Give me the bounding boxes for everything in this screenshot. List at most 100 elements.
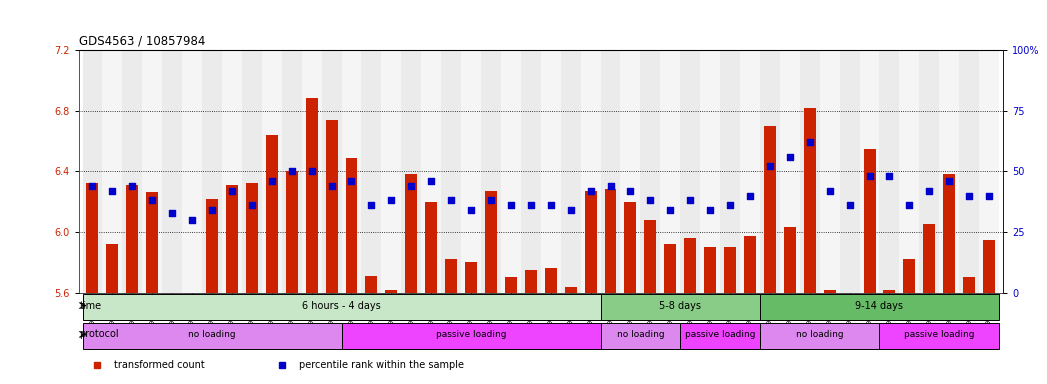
Point [264, 178, 281, 184]
Bar [959, 50, 979, 293]
Text: no loading: no loading [617, 330, 664, 339]
Bar [561, 50, 581, 293]
Bar [584, 191, 597, 293]
Bar [621, 50, 641, 293]
Bar [884, 290, 895, 293]
Point [562, 207, 579, 213]
Text: 5-8 days: 5-8 days [660, 301, 701, 311]
Bar [641, 50, 661, 293]
Bar [601, 294, 760, 320]
Bar [904, 259, 915, 293]
Bar [644, 220, 656, 293]
Point [921, 188, 938, 194]
Bar [963, 277, 975, 293]
Text: passive loading: passive loading [904, 330, 975, 339]
Point [284, 168, 300, 174]
Bar [804, 108, 816, 293]
Bar [983, 240, 995, 293]
Point [901, 202, 918, 208]
Bar [760, 50, 780, 293]
Point [841, 202, 857, 208]
Point [761, 163, 778, 169]
Text: 6 hours - 4 days: 6 hours - 4 days [303, 301, 381, 311]
Bar [441, 50, 461, 293]
Bar [879, 50, 899, 293]
Bar [147, 192, 158, 293]
Bar [840, 50, 860, 293]
Bar [780, 50, 800, 293]
Bar [401, 50, 421, 293]
Bar [820, 50, 840, 293]
Point [622, 188, 639, 194]
Point [124, 183, 140, 189]
Bar [326, 120, 337, 293]
Text: protocol: protocol [80, 329, 119, 339]
Bar [361, 50, 381, 293]
Bar [844, 293, 855, 296]
Bar [705, 247, 716, 293]
Point [801, 139, 818, 145]
Bar [182, 50, 202, 293]
Bar [864, 149, 875, 293]
Bar [540, 50, 561, 293]
Bar [879, 323, 999, 349]
Bar [919, 50, 939, 293]
Bar [127, 185, 138, 293]
Bar [624, 202, 637, 293]
Point [343, 178, 360, 184]
Bar [103, 50, 122, 293]
Point [483, 197, 499, 204]
Bar [461, 50, 481, 293]
Point [224, 188, 241, 194]
Point [781, 154, 798, 160]
Bar [381, 50, 401, 293]
Point [503, 202, 519, 208]
Point [961, 192, 978, 199]
Bar [720, 50, 740, 293]
Bar [860, 50, 879, 293]
Bar [83, 323, 341, 349]
Bar [122, 50, 142, 293]
Bar [525, 270, 537, 293]
Point [463, 207, 480, 213]
Bar [943, 174, 955, 293]
Point [542, 202, 559, 208]
Text: time: time [80, 301, 102, 311]
Text: no loading: no loading [188, 330, 236, 339]
Bar [87, 184, 98, 293]
Bar [202, 50, 222, 293]
Bar [222, 50, 242, 293]
Bar [604, 189, 617, 293]
Bar [242, 50, 262, 293]
Text: no loading: no loading [796, 330, 844, 339]
Point [104, 188, 120, 194]
Point [821, 188, 838, 194]
Point [721, 202, 738, 208]
Point [882, 173, 898, 179]
Bar [341, 323, 601, 349]
Bar [83, 50, 103, 293]
Bar [520, 50, 540, 293]
Point [941, 178, 958, 184]
Bar [262, 50, 282, 293]
Text: percentile rank within the sample: percentile rank within the sample [298, 359, 464, 369]
Bar [83, 294, 601, 320]
Bar [744, 237, 756, 293]
Bar [505, 277, 517, 293]
Point [324, 183, 340, 189]
Bar [681, 50, 700, 293]
Bar [685, 238, 696, 293]
Bar [206, 199, 218, 293]
Text: transformed count: transformed count [114, 359, 204, 369]
Bar [760, 323, 879, 349]
Point [423, 178, 440, 184]
Bar [246, 184, 258, 293]
Bar [346, 157, 357, 293]
Point [163, 209, 180, 215]
Point [861, 173, 877, 179]
Bar [286, 171, 297, 293]
Point [682, 197, 698, 204]
Bar [385, 290, 397, 293]
Bar [425, 202, 438, 293]
Bar [899, 50, 919, 293]
